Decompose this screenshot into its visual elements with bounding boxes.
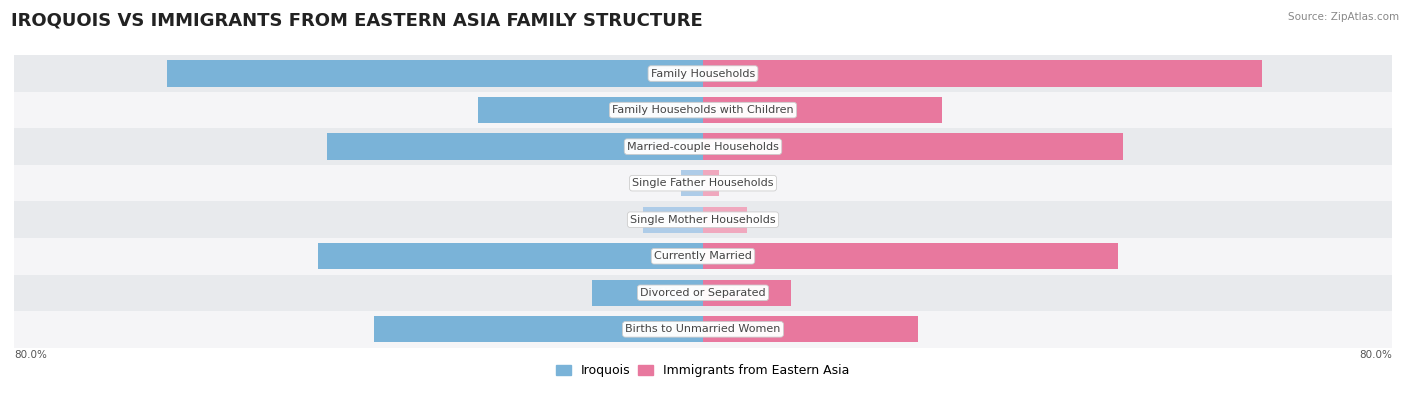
- Text: 12.9%: 12.9%: [659, 288, 696, 298]
- Text: 48.8%: 48.8%: [710, 142, 747, 152]
- Text: 1.9%: 1.9%: [697, 178, 725, 188]
- Bar: [703, 207, 747, 233]
- Bar: [14, 128, 1392, 165]
- Bar: [592, 280, 703, 306]
- Bar: [643, 207, 703, 233]
- Text: Married-couple Households: Married-couple Households: [627, 142, 779, 152]
- Text: 64.9%: 64.9%: [710, 69, 747, 79]
- Text: 25.0%: 25.0%: [710, 324, 747, 334]
- Bar: [703, 60, 1263, 87]
- Bar: [14, 92, 1392, 128]
- Legend: Iroquois, Immigrants from Eastern Asia: Iroquois, Immigrants from Eastern Asia: [551, 359, 855, 382]
- Text: 43.7%: 43.7%: [659, 142, 696, 152]
- Bar: [318, 243, 703, 269]
- Bar: [167, 60, 703, 87]
- Text: 80.0%: 80.0%: [14, 350, 46, 360]
- Text: IROQUOIS VS IMMIGRANTS FROM EASTERN ASIA FAMILY STRUCTURE: IROQUOIS VS IMMIGRANTS FROM EASTERN ASIA…: [11, 12, 703, 30]
- Text: Source: ZipAtlas.com: Source: ZipAtlas.com: [1288, 12, 1399, 22]
- Text: 7.0%: 7.0%: [666, 215, 696, 225]
- Bar: [478, 97, 703, 123]
- Bar: [14, 55, 1392, 92]
- Text: Family Households: Family Households: [651, 69, 755, 79]
- Text: 10.2%: 10.2%: [710, 288, 747, 298]
- Text: Divorced or Separated: Divorced or Separated: [640, 288, 766, 298]
- Bar: [703, 280, 790, 306]
- Bar: [14, 238, 1392, 275]
- Bar: [14, 201, 1392, 238]
- Text: Single Father Households: Single Father Households: [633, 178, 773, 188]
- Bar: [326, 134, 703, 160]
- Bar: [703, 243, 1118, 269]
- Text: Single Mother Households: Single Mother Households: [630, 215, 776, 225]
- Bar: [14, 311, 1392, 348]
- Bar: [703, 134, 1123, 160]
- Text: 80.0%: 80.0%: [1360, 350, 1392, 360]
- Bar: [14, 165, 1392, 201]
- Text: 5.1%: 5.1%: [710, 215, 740, 225]
- Text: Family Households with Children: Family Households with Children: [612, 105, 794, 115]
- Text: 44.7%: 44.7%: [659, 251, 696, 261]
- Bar: [14, 275, 1392, 311]
- Text: 2.6%: 2.6%: [678, 178, 706, 188]
- Text: 27.7%: 27.7%: [710, 105, 747, 115]
- Bar: [681, 170, 703, 196]
- Text: 48.2%: 48.2%: [710, 251, 747, 261]
- Text: Births to Unmarried Women: Births to Unmarried Women: [626, 324, 780, 334]
- Text: 26.1%: 26.1%: [659, 105, 696, 115]
- Bar: [703, 97, 942, 123]
- Bar: [374, 316, 703, 342]
- Text: 62.2%: 62.2%: [659, 69, 696, 79]
- Bar: [703, 170, 720, 196]
- Text: Currently Married: Currently Married: [654, 251, 752, 261]
- Text: 38.2%: 38.2%: [659, 324, 696, 334]
- Bar: [703, 316, 918, 342]
